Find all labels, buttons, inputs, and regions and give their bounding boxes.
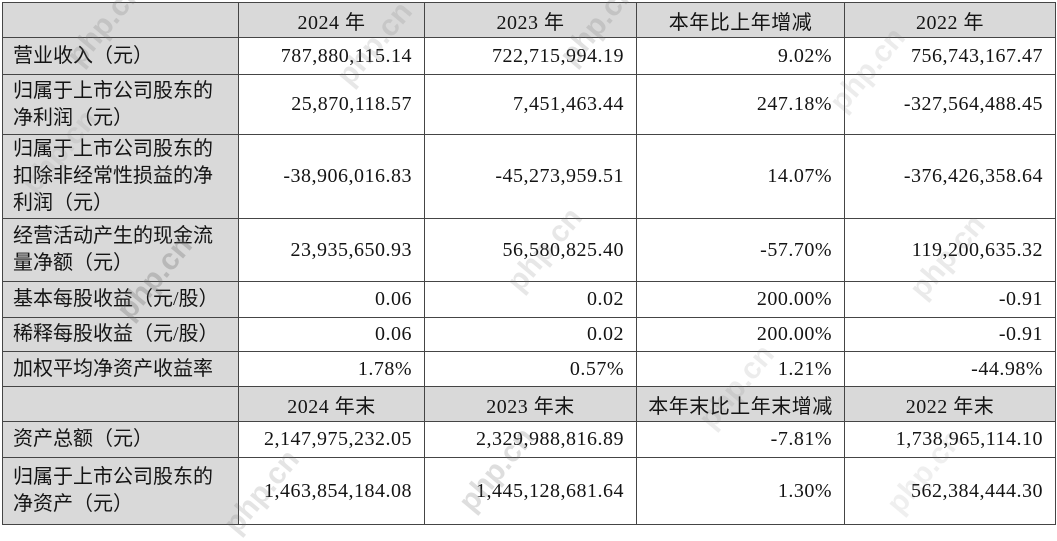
cell-2024: 1,463,854,184.08 xyxy=(238,457,425,525)
col-header-yearend-change: 本年末比上年末增减 xyxy=(636,386,845,422)
row-label: 经营活动产生的现金流 量净额（元） xyxy=(2,218,239,282)
table-row-weighted-avg-roe: 加权平均净资产收益率 1.78% 0.57% 1.21% -44.98% xyxy=(2,351,1056,387)
cell-2023: 0.02 xyxy=(424,281,637,318)
cell-2024: 23,935,650.93 xyxy=(238,218,425,282)
cell-2022: -376,426,358.64 xyxy=(844,134,1056,219)
col-header-2023-end: 2023 年末 xyxy=(424,386,637,422)
corner-cell xyxy=(2,386,239,422)
cell-2023: 7,451,463.44 xyxy=(424,74,637,135)
col-header-2022-end: 2022 年末 xyxy=(844,386,1056,422)
table-row-net-assets: 归属于上市公司股东的 净资产（元） 1,463,854,184.08 1,445… xyxy=(2,457,1056,525)
col-header-2023: 2023 年 xyxy=(424,2,637,38)
cell-change: 247.18% xyxy=(636,74,845,135)
cell-2024: 1.78% xyxy=(238,351,425,387)
cell-2024: 2,147,975,232.05 xyxy=(238,421,425,458)
cell-change: 200.00% xyxy=(636,317,845,352)
col-header-2024-end: 2024 年末 xyxy=(238,386,425,422)
cell-2022: 562,384,444.30 xyxy=(844,457,1056,525)
corner-cell xyxy=(2,2,239,38)
cell-2022: 119,200,635.32 xyxy=(844,218,1056,282)
cell-2022: 1,738,965,114.10 xyxy=(844,421,1056,458)
header-row-year-end: 2024 年末 2023 年末 本年末比上年末增减 2022 年末 xyxy=(2,386,1056,422)
table-row-revenue: 营业收入（元） 787,880,115.14 722,715,994.19 9.… xyxy=(2,37,1056,75)
cell-change: 9.02% xyxy=(636,37,845,75)
table-row-basic-eps: 基本每股收益（元/股） 0.06 0.02 200.00% -0.91 xyxy=(2,281,1056,318)
col-header-2022: 2022 年 xyxy=(844,2,1056,38)
cell-change: 1.21% xyxy=(636,351,845,387)
cell-2023: 0.02 xyxy=(424,317,637,352)
row-label: 基本每股收益（元/股） xyxy=(2,281,239,318)
financial-summary-table: 2024 年 2023 年 本年比上年增减 2022 年 营业收入（元） 787… xyxy=(2,2,1056,525)
cell-2024: 0.06 xyxy=(238,281,425,318)
cell-change: 1.30% xyxy=(636,457,845,525)
row-label: 归属于上市公司股东的 净资产（元） xyxy=(2,457,239,525)
cell-2023: 56,580,825.40 xyxy=(424,218,637,282)
cell-2024: 787,880,115.14 xyxy=(238,37,425,75)
row-label: 归属于上市公司股东的 净利润（元） xyxy=(2,74,239,135)
col-header-yoy-change: 本年比上年增减 xyxy=(636,2,845,38)
cell-2024: -38,906,016.83 xyxy=(238,134,425,219)
cell-2023: 0.57% xyxy=(424,351,637,387)
table-row-net-profit: 归属于上市公司股东的 净利润（元） 25,870,118.57 7,451,46… xyxy=(2,74,1056,135)
col-header-2024: 2024 年 xyxy=(238,2,425,38)
cell-change: 14.07% xyxy=(636,134,845,219)
table-row-operating-cashflow: 经营活动产生的现金流 量净额（元） 23,935,650.93 56,580,8… xyxy=(2,218,1056,282)
cell-2023: 1,445,128,681.64 xyxy=(424,457,637,525)
header-row-annual: 2024 年 2023 年 本年比上年增减 2022 年 xyxy=(2,2,1056,38)
table-row-total-assets: 资产总额（元） 2,147,975,232.05 2,329,988,816.8… xyxy=(2,421,1056,458)
cell-change: 200.00% xyxy=(636,281,845,318)
row-label: 稀释每股收益（元/股） xyxy=(2,317,239,352)
cell-2022: -327,564,488.45 xyxy=(844,74,1056,135)
row-label: 加权平均净资产收益率 xyxy=(2,351,239,387)
table-row-net-profit-excl-nonrecurring: 归属于上市公司股东的 扣除非经常性损益的净 利润（元） -38,906,016.… xyxy=(2,134,1056,219)
cell-2023: -45,273,959.51 xyxy=(424,134,637,219)
cell-2022: -0.91 xyxy=(844,317,1056,352)
cell-2023: 722,715,994.19 xyxy=(424,37,637,75)
cell-2022: -0.91 xyxy=(844,281,1056,318)
cell-2022: 756,743,167.47 xyxy=(844,37,1056,75)
cell-change: -7.81% xyxy=(636,421,845,458)
cell-change: -57.70% xyxy=(636,218,845,282)
row-label: 归属于上市公司股东的 扣除非经常性损益的净 利润（元） xyxy=(2,134,239,219)
row-label: 资产总额（元） xyxy=(2,421,239,458)
table-row-diluted-eps: 稀释每股收益（元/股） 0.06 0.02 200.00% -0.91 xyxy=(2,317,1056,352)
cell-2022: -44.98% xyxy=(844,351,1056,387)
cell-2023: 2,329,988,816.89 xyxy=(424,421,637,458)
cell-2024: 25,870,118.57 xyxy=(238,74,425,135)
row-label: 营业收入（元） xyxy=(2,37,239,75)
cell-2024: 0.06 xyxy=(238,317,425,352)
